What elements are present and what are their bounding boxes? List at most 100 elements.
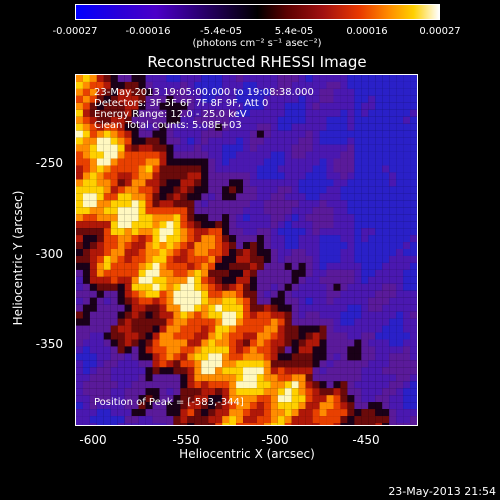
image-pixel xyxy=(277,269,285,277)
image-pixel xyxy=(166,255,174,263)
image-pixel xyxy=(166,332,174,340)
image-pixel xyxy=(277,290,285,298)
image-pixel xyxy=(368,249,376,256)
image-pixel xyxy=(131,276,139,284)
image-pixel xyxy=(270,283,278,291)
image-pixel xyxy=(117,297,125,305)
image-pixel xyxy=(180,276,188,284)
image-pixel xyxy=(152,283,160,291)
image-pixel xyxy=(291,311,299,319)
image-pixel xyxy=(277,388,285,396)
image-pixel xyxy=(152,214,160,222)
image-pixel xyxy=(410,228,417,236)
image-pixel xyxy=(319,172,327,180)
image-pixel xyxy=(270,200,278,208)
image-pixel xyxy=(312,144,320,152)
image-pixel xyxy=(145,193,153,201)
image-pixel xyxy=(138,297,146,305)
image-pixel xyxy=(319,402,327,410)
image-pixel xyxy=(277,242,285,250)
image-pixel xyxy=(298,402,306,410)
image-pixel xyxy=(305,339,313,347)
image-pixel xyxy=(305,88,313,96)
image-pixel xyxy=(76,290,83,298)
image-pixel xyxy=(159,255,167,263)
image-pixel xyxy=(389,353,397,361)
image-pixel xyxy=(263,388,271,396)
image-pixel xyxy=(208,325,216,333)
image-pixel xyxy=(166,388,174,396)
image-pixel xyxy=(403,381,411,389)
image-pixel xyxy=(152,158,160,166)
image-pixel xyxy=(312,235,320,243)
image-pixel xyxy=(82,116,90,124)
image-pixel xyxy=(159,353,167,361)
image-pixel xyxy=(194,144,202,152)
image-pixel xyxy=(229,353,237,361)
image-pixel xyxy=(82,214,90,222)
image-pixel xyxy=(124,262,132,270)
image-pixel xyxy=(187,186,195,194)
image-pixel xyxy=(166,311,174,319)
image-pixel xyxy=(312,318,320,326)
image-pixel xyxy=(222,81,230,89)
image-pixel xyxy=(96,75,104,82)
image-pixel xyxy=(152,221,160,229)
image-pixel xyxy=(201,102,209,110)
image-pixel xyxy=(117,332,125,340)
image-pixel xyxy=(256,151,264,159)
image-pixel xyxy=(187,151,195,159)
image-pixel xyxy=(229,193,237,201)
image-pixel xyxy=(215,388,223,396)
image-pixel xyxy=(194,249,202,256)
image-pixel xyxy=(396,242,404,250)
image-pixel xyxy=(131,235,139,243)
image-pixel xyxy=(201,276,209,284)
image-pixel xyxy=(166,249,174,256)
image-pixel xyxy=(340,214,348,222)
image-pixel xyxy=(131,95,139,103)
image-pixel xyxy=(96,193,104,201)
image-pixel xyxy=(312,283,320,291)
image-pixel xyxy=(89,165,97,173)
image-pixel xyxy=(187,179,195,187)
image-pixel xyxy=(389,130,397,138)
image-pixel xyxy=(96,325,104,333)
image-pixel xyxy=(270,137,278,145)
image-pixel xyxy=(187,242,195,250)
image-pixel xyxy=(159,325,167,333)
image-pixel xyxy=(82,179,90,187)
image-pixel xyxy=(396,311,404,319)
image-pixel xyxy=(243,311,250,319)
image-pixel xyxy=(396,214,404,222)
image-pixel xyxy=(361,409,369,417)
image-pixel xyxy=(361,249,369,256)
image-pixel xyxy=(180,269,188,277)
image-pixel xyxy=(82,269,90,277)
image-pixel xyxy=(145,116,153,124)
image-pixel xyxy=(243,395,250,403)
image-pixel xyxy=(166,395,174,403)
image-pixel xyxy=(277,297,285,305)
image-pixel xyxy=(277,81,285,89)
image-pixel xyxy=(145,262,153,270)
image-pixel xyxy=(249,228,257,236)
image-pixel xyxy=(243,158,250,166)
image-pixel xyxy=(284,172,292,180)
image-pixel xyxy=(215,242,223,250)
image-pixel xyxy=(229,339,237,347)
image-pixel xyxy=(243,325,250,333)
rhessi-image-frame: 23-May-2013 19:05:00.000 to 19:08:38.000… xyxy=(75,74,418,426)
image-pixel xyxy=(76,255,83,263)
image-pixel xyxy=(396,137,404,145)
image-pixel xyxy=(117,374,125,382)
image-pixel xyxy=(145,374,153,382)
image-pixel xyxy=(229,165,237,173)
image-pixel xyxy=(256,137,264,145)
image-pixel xyxy=(152,290,160,298)
image-pixel xyxy=(340,416,348,424)
image-pixel xyxy=(76,81,83,89)
image-pixel xyxy=(305,416,313,424)
image-pixel xyxy=(410,381,417,389)
image-pixel xyxy=(215,360,223,368)
